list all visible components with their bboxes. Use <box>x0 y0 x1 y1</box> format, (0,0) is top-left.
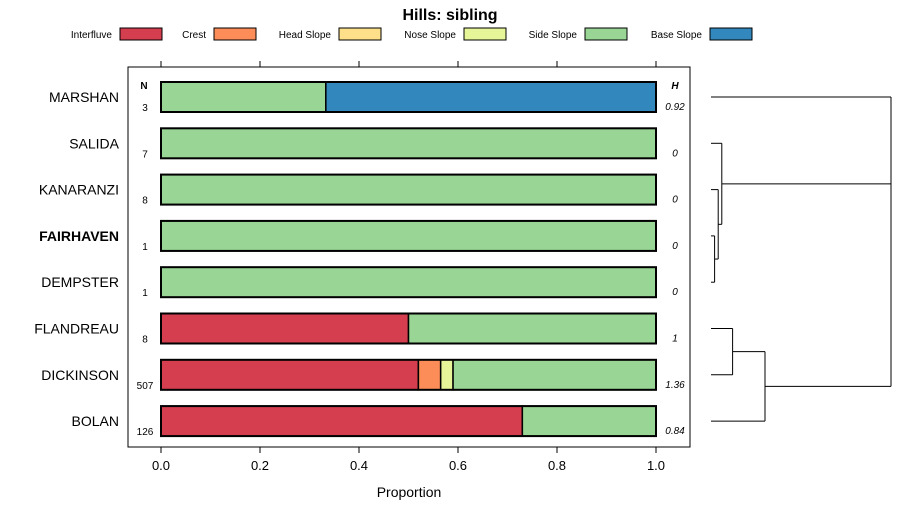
h-value: 0.92 <box>665 102 685 113</box>
h-value: 1 <box>672 334 678 345</box>
legend-label: Crest <box>182 30 206 41</box>
x-tick-label: 0.8 <box>548 458 566 473</box>
h-value: 1.36 <box>665 380 685 391</box>
bar-segment <box>160 81 327 113</box>
bar-outline <box>160 312 657 345</box>
legend-label: Interfluve <box>71 30 113 41</box>
x-tick-label: 0.0 <box>152 458 170 473</box>
row-label: BOLAN <box>72 413 119 429</box>
legend-swatch <box>213 27 257 41</box>
bar-outline <box>160 173 657 206</box>
bar-outline <box>160 405 657 438</box>
n-header: N <box>140 81 147 92</box>
bar-segment <box>160 266 657 298</box>
row-label: FLANDREAU <box>34 321 119 337</box>
bar-segment <box>407 312 657 345</box>
h-value: 0 <box>672 148 678 159</box>
n-value: 1 <box>142 288 148 299</box>
bar-segment <box>160 127 657 160</box>
row-label: DICKINSON <box>41 367 119 383</box>
n-value: 3 <box>142 103 148 114</box>
legend-label: Side Slope <box>529 30 578 41</box>
n-value: 7 <box>142 149 148 160</box>
bar-segment <box>160 359 420 391</box>
chart-title: Hills: sibling <box>402 7 497 24</box>
x-tick-label: 0.2 <box>251 458 269 473</box>
n-value: 8 <box>142 196 148 207</box>
legend-swatch <box>584 27 628 41</box>
bar-segment <box>160 312 410 345</box>
legend: Interfluve Crest Head Slope Nose Slope Side … <box>71 27 753 41</box>
n-value: 8 <box>142 335 148 346</box>
h-value: 0 <box>672 241 678 252</box>
plot-panel <box>127 66 691 448</box>
bar-segment <box>325 81 657 113</box>
h-value: 0.84 <box>665 426 685 437</box>
h-value: 0 <box>672 287 678 298</box>
x-tick-label: 0.6 <box>449 458 467 473</box>
bar-segment <box>160 173 657 206</box>
legend-label: Nose Slope <box>404 30 456 41</box>
row-label: DEMPSTER <box>41 274 119 290</box>
bar-segment <box>160 220 657 252</box>
bar-outline <box>160 127 657 160</box>
n-value: 507 <box>137 381 154 392</box>
bar-segment <box>160 405 524 437</box>
bar-segment <box>521 405 657 437</box>
x-tick-label: 1.0 <box>647 458 665 473</box>
plot-rows: MARSHAN 3 0.92 SALIDA 7 0 KANARANZI 8 0 FAIRHAVEN… <box>34 81 685 438</box>
x-tick-label: 0.4 <box>350 458 368 473</box>
bar-segment <box>439 359 454 391</box>
x-axis: 0.0 0.2 0.4 0.6 0.8 1.0 <box>152 61 665 473</box>
n-value: 1 <box>142 242 148 253</box>
n-value: 126 <box>137 427 154 438</box>
legend-swatch <box>709 27 753 41</box>
bar-segment <box>417 359 442 391</box>
row-label: MARSHAN <box>49 89 119 105</box>
legend-label: Base Slope <box>651 30 703 41</box>
h-header: H <box>671 81 679 92</box>
legend-swatch <box>338 27 382 41</box>
legend-swatch <box>119 27 163 41</box>
row-label: FAIRHAVEN <box>39 228 119 244</box>
legend-swatch <box>463 27 507 41</box>
bar-outline <box>160 358 657 391</box>
row-label: KANARANZI <box>39 182 119 198</box>
bar-outline <box>160 219 657 252</box>
x-axis-label: Proportion <box>377 484 442 500</box>
legend-label: Head Slope <box>279 30 332 41</box>
bar-segment <box>452 359 657 391</box>
h-value: 0 <box>672 195 678 206</box>
row-label: SALIDA <box>69 135 119 151</box>
bar-outline <box>160 266 657 299</box>
dendrogram <box>711 96 892 422</box>
bar-outline <box>160 81 657 113</box>
